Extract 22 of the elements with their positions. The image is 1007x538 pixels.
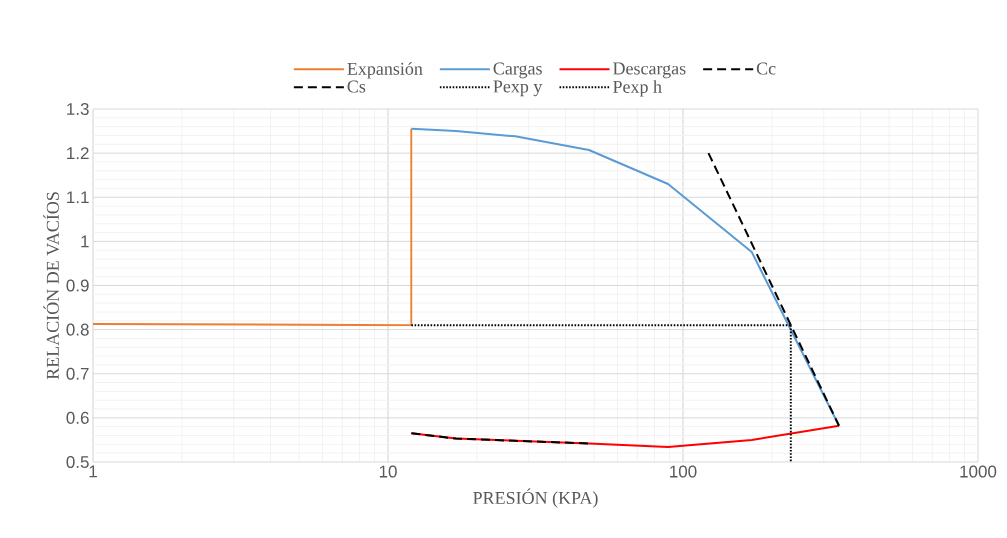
y-tick-label: 0.5 xyxy=(66,455,89,469)
legend-label: Cc xyxy=(756,62,776,75)
y-axis-title: RELACIÓN DE VACÍOS xyxy=(43,192,59,380)
y-tick-label: 1 xyxy=(81,235,89,248)
y-tick-label: 1.1 xyxy=(67,191,89,204)
y-tick-label: 0.9 xyxy=(66,279,89,292)
y-tick-label: 0.6 xyxy=(66,411,89,424)
y-tick-label: 1.3 xyxy=(67,102,89,116)
legend-label: Cs xyxy=(347,80,366,93)
y-tick-label: 1.2 xyxy=(67,147,89,160)
legend-label: Descargas xyxy=(613,62,686,79)
x-tick-label: 10 xyxy=(379,465,397,478)
legend-label: Pexp h xyxy=(613,80,662,97)
x-tick-label: 1000 xyxy=(960,465,997,478)
x-axis-title: PRESIÓN (KPA) xyxy=(473,488,598,508)
x-tick-label: 100 xyxy=(670,465,697,478)
y-tick-label: 0.7 xyxy=(66,367,89,380)
legend-label: Cargas xyxy=(493,62,542,79)
y-tick-label: 0.8 xyxy=(66,323,89,336)
x-tick-label: 1 xyxy=(89,465,97,478)
legend-label: Expansión xyxy=(347,62,423,79)
legend-label: Pexp y xyxy=(493,80,543,97)
